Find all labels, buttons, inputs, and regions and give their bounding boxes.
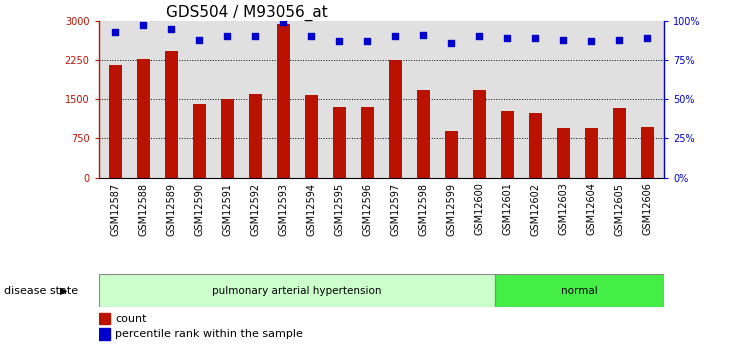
Point (250, 34, 261, 39)
Text: GDS504 / M93056_at: GDS504 / M93056_at (166, 4, 328, 21)
Bar (445, 131, 458, 178)
Point (277, 20, 289, 25)
Bar (585, 128, 598, 178)
Bar (109, 65, 122, 178)
Bar (641, 127, 654, 178)
Point (110, 29, 121, 34)
Point (614, 37, 626, 42)
Bar (361, 107, 374, 178)
Text: count: count (115, 314, 147, 324)
Text: pulmonary arterial hypertension: pulmonary arterial hypertension (212, 286, 381, 296)
Bar (495, 274, 664, 307)
Point (418, 32, 429, 38)
Text: disease state: disease state (4, 286, 78, 296)
Bar (221, 99, 234, 178)
Bar (557, 128, 570, 178)
Point (221, 34, 233, 39)
Bar (249, 95, 261, 178)
Bar (305, 95, 318, 178)
Point (502, 35, 513, 41)
Bar (502, 111, 514, 178)
Point (530, 35, 542, 41)
Bar (417, 90, 430, 178)
Point (361, 38, 373, 44)
Point (585, 38, 597, 44)
Bar (389, 60, 402, 178)
Bar (193, 105, 206, 178)
Bar (333, 107, 346, 178)
Point (445, 40, 457, 46)
Bar (529, 113, 542, 178)
Bar (613, 108, 626, 178)
Point (137, 23, 149, 28)
Bar (99, 328, 110, 340)
Bar (99, 313, 110, 324)
Point (642, 35, 653, 41)
Bar (473, 90, 485, 178)
Text: percentile rank within the sample: percentile rank within the sample (115, 329, 303, 339)
Point (193, 37, 205, 42)
Bar (99, 274, 495, 307)
Point (306, 34, 318, 39)
Point (166, 26, 177, 31)
Point (558, 37, 569, 42)
Point (334, 38, 345, 44)
Bar (277, 24, 290, 178)
Point (474, 34, 485, 39)
Text: ▶: ▶ (60, 286, 67, 296)
Bar (165, 50, 177, 178)
Point (390, 34, 402, 39)
Bar (137, 59, 150, 178)
Text: normal: normal (561, 286, 598, 296)
